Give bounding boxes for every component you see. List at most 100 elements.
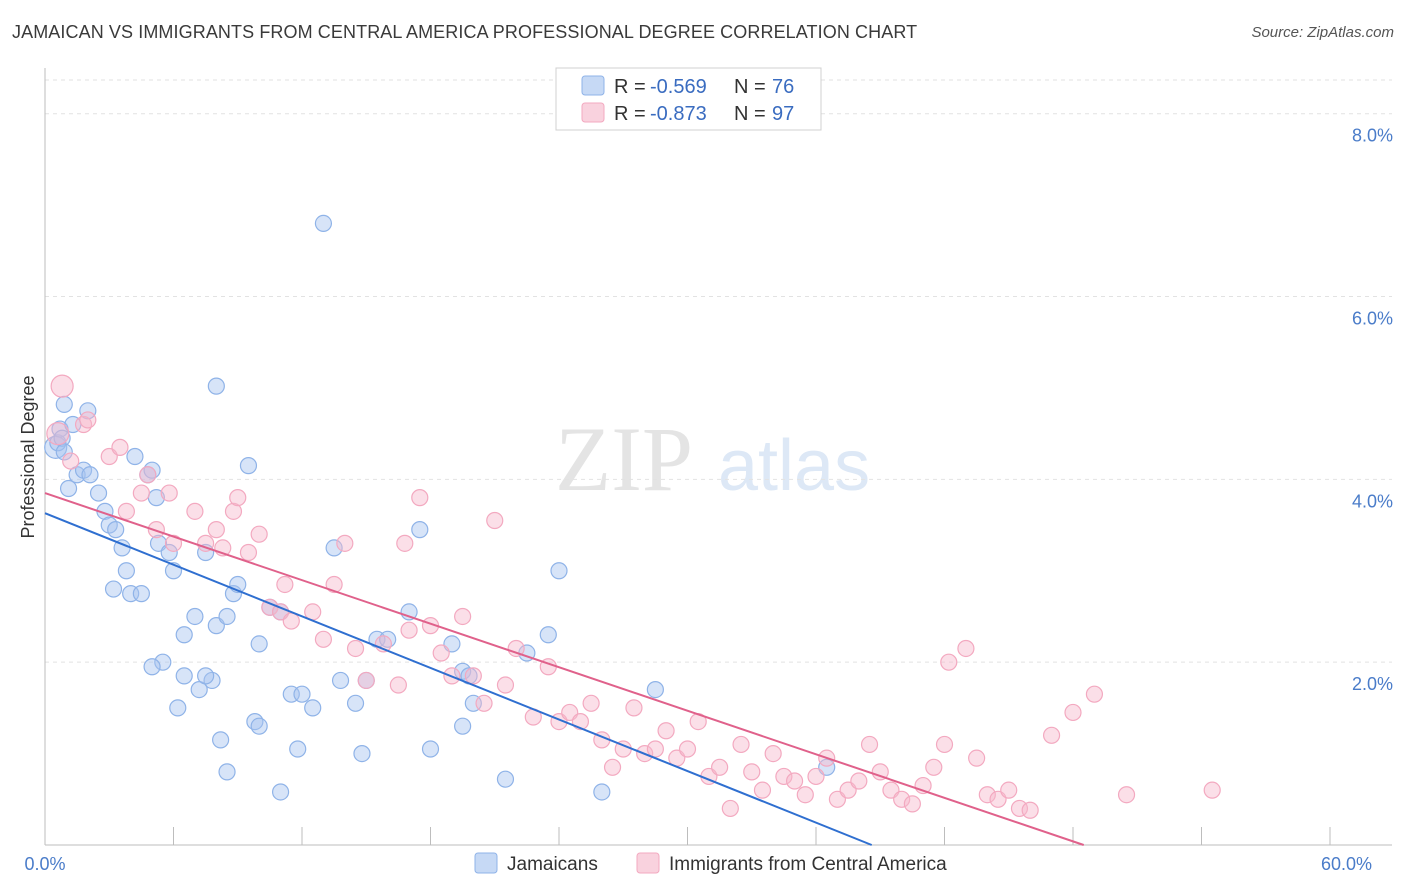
data-point — [46, 422, 70, 446]
data-point — [507, 639, 525, 658]
legend-swatch-central-america — [581, 102, 605, 123]
data-point — [389, 676, 407, 694]
data-point — [62, 452, 80, 470]
data-point — [968, 749, 986, 767]
data-point — [271, 783, 290, 801]
data-point — [50, 374, 74, 398]
data-point — [346, 694, 365, 712]
data-point — [1064, 703, 1082, 722]
data-point — [126, 447, 144, 466]
trend-line-jamaicans — [44, 512, 873, 846]
y-tick-label: 2.0% — [1352, 674, 1393, 694]
data-point — [1117, 786, 1136, 804]
data-point — [197, 667, 215, 685]
data-point — [132, 484, 150, 502]
data-point — [207, 377, 225, 395]
data-point — [175, 626, 193, 644]
data-point — [336, 534, 354, 552]
data-point — [139, 466, 157, 484]
data-point — [603, 758, 622, 776]
data-point — [1042, 726, 1061, 744]
data-point — [860, 735, 879, 754]
data-point — [496, 770, 515, 788]
legend-n-label-2: N = — [734, 103, 766, 125]
data-point — [197, 534, 215, 552]
data-point — [250, 717, 268, 735]
data-point — [282, 612, 300, 630]
data-point — [132, 585, 150, 603]
legend-n-value-1: 76 — [772, 76, 794, 98]
data-point — [117, 502, 135, 520]
data-point — [229, 489, 247, 507]
data-point — [903, 795, 921, 813]
data-point — [325, 539, 343, 557]
series-central-america — [46, 374, 1221, 819]
data-point — [396, 534, 414, 552]
data-point — [160, 484, 178, 502]
data-point — [1000, 781, 1018, 799]
data-point — [154, 653, 172, 671]
data-point — [978, 786, 996, 804]
data-point — [935, 735, 954, 754]
data-point — [711, 758, 729, 776]
legend-r-label-2: R = — [614, 103, 646, 125]
data-point — [539, 626, 557, 644]
data-point — [107, 521, 125, 539]
data-point — [186, 502, 204, 520]
data-point — [486, 511, 504, 530]
data-point — [276, 575, 294, 594]
axes — [44, 68, 1392, 846]
watermark: ZIP atlas — [555, 408, 870, 510]
data-point — [169, 699, 187, 717]
data-point — [250, 525, 268, 543]
data-point — [796, 786, 814, 804]
data-point — [871, 763, 889, 781]
watermark-zip: ZIP — [555, 408, 693, 510]
data-point — [289, 740, 307, 758]
source-credit: Source: ZipAtlas.com — [1251, 24, 1394, 41]
data-point — [89, 484, 108, 502]
data-point — [353, 744, 371, 763]
data-point — [421, 740, 440, 758]
data-point — [314, 214, 333, 232]
data-point — [411, 521, 429, 539]
legend-r-label-1: R = — [614, 76, 646, 98]
data-point — [411, 489, 429, 507]
data-point — [59, 479, 78, 498]
data-point — [160, 543, 178, 562]
y-tick-label: 4.0% — [1352, 491, 1393, 511]
data-point — [186, 607, 204, 626]
data-point — [218, 763, 236, 781]
data-point — [304, 699, 322, 717]
data-point — [117, 562, 135, 580]
data-point — [454, 717, 472, 735]
y-tick-label: 6.0% — [1352, 309, 1393, 329]
grid-lines — [45, 79, 1392, 663]
data-point — [625, 699, 643, 717]
data-point — [646, 740, 664, 758]
legend-n-label-1: N = — [734, 76, 766, 98]
data-point — [55, 443, 73, 461]
trend-lines — [44, 492, 1085, 846]
bottom-legend-swatch-jamaicans — [474, 852, 498, 874]
data-point — [743, 763, 761, 781]
data-point — [646, 680, 664, 699]
data-point — [325, 575, 343, 594]
legend-r-value-1: -0.569 — [650, 76, 707, 98]
tick-labels: 2.0% 4.0% 6.0% 8.0% 0.0% 60.0% — [24, 126, 1393, 874]
bottom-legend-swatch-central-america — [636, 852, 660, 874]
data-point — [250, 635, 268, 653]
data-point — [331, 671, 350, 690]
series-legend: Jamaicans Immigrants from Central Americ… — [474, 852, 947, 875]
data-point — [496, 676, 515, 694]
trend-line-central-america — [44, 492, 1085, 846]
y-axis-label: Professional Degree — [18, 375, 38, 538]
data-point — [53, 429, 71, 447]
data-point — [657, 722, 675, 740]
legend-r-value-2: -0.873 — [650, 103, 707, 125]
data-point — [464, 667, 482, 685]
data-point — [79, 402, 97, 420]
chart-title: JAMAICAN VS IMMIGRANTS FROM CENTRAL AMER… — [12, 22, 918, 42]
data-point — [550, 562, 568, 580]
